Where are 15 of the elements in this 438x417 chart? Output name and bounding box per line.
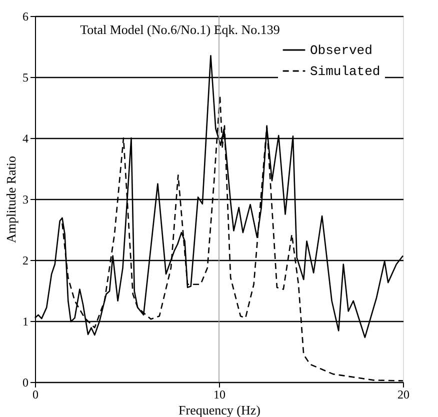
x-tick-label: 10 xyxy=(214,388,226,402)
y-tick-label: 4 xyxy=(22,132,28,146)
y-tick-label: 6 xyxy=(22,10,28,24)
y-tick-label: 1 xyxy=(22,314,28,328)
y-tick-label: 0 xyxy=(22,376,28,390)
x-tick-label: 0 xyxy=(32,388,38,402)
x-axis-title: Frequency (Hz) xyxy=(178,402,260,417)
chart-title: Total Model (No.6/No.1) Eqk. No.139 xyxy=(80,22,280,37)
x-tick-label: 20 xyxy=(398,388,410,402)
legend-label: Observed xyxy=(310,43,372,58)
y-tick-label: 2 xyxy=(22,254,28,268)
y-tick-label: 5 xyxy=(22,70,28,84)
legend-label: Simulated xyxy=(310,64,380,79)
y-tick-label: 3 xyxy=(22,192,28,206)
y-axis-title: Amplitude Ratio xyxy=(4,156,18,244)
